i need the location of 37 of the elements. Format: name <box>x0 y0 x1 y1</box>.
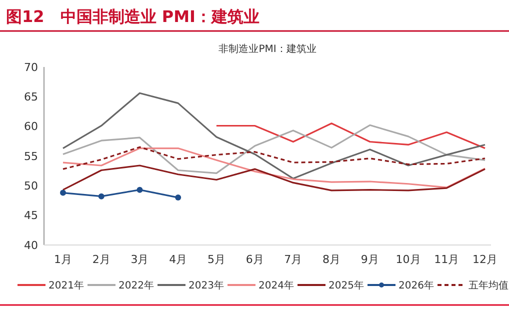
x-tick-label: 1月 <box>54 253 72 266</box>
legend-label: 2025年 <box>328 280 364 292</box>
x-tick-label: 6月 <box>246 253 264 266</box>
line-series <box>62 124 486 174</box>
y-tick-label: 50 <box>24 180 38 193</box>
legend-label: 五年均值 <box>468 280 508 292</box>
legend-label: 2026年 <box>398 280 434 292</box>
x-tick-label: 12月 <box>472 253 498 266</box>
y-tick-label: 60 <box>24 120 38 134</box>
line-series <box>216 122 486 150</box>
legend-label: 2023年 <box>188 280 224 292</box>
x-tick-label: 9月 <box>360 253 379 266</box>
y-tick-label: 45 <box>24 209 38 222</box>
y-tick-label: 55 <box>24 150 38 163</box>
x-tick-label: 3月 <box>130 253 149 266</box>
line-series <box>62 147 486 188</box>
legend-label: 2021年 <box>48 280 84 292</box>
x-tick-label: 8月 <box>322 253 341 266</box>
x-tick-label: 2月 <box>92 253 110 266</box>
y-tick-label: 65 <box>24 90 38 104</box>
point <box>60 190 66 196</box>
chart-subtitle: 非制造业PMI：建筑业 <box>218 43 316 55</box>
y-tick-label: 40 <box>24 238 38 252</box>
legend-label: 2024年 <box>258 280 294 292</box>
x-tick-label: 11月 <box>434 253 460 266</box>
x-tick-label: 10月 <box>396 253 421 266</box>
line-series <box>62 92 486 180</box>
legend-label: 2022年 <box>118 280 154 292</box>
chart-title: 图12 中国非制造业 PMI：建筑业 <box>6 7 260 26</box>
line-series <box>62 146 486 170</box>
x-tick-label: 7月 <box>284 253 302 266</box>
point <box>175 194 182 201</box>
x-tick-label: 4月 <box>169 253 188 266</box>
y-tick-label: 70 <box>24 60 38 74</box>
point <box>98 193 104 200</box>
point <box>136 186 143 193</box>
x-tick-label: 5月 <box>207 253 226 266</box>
